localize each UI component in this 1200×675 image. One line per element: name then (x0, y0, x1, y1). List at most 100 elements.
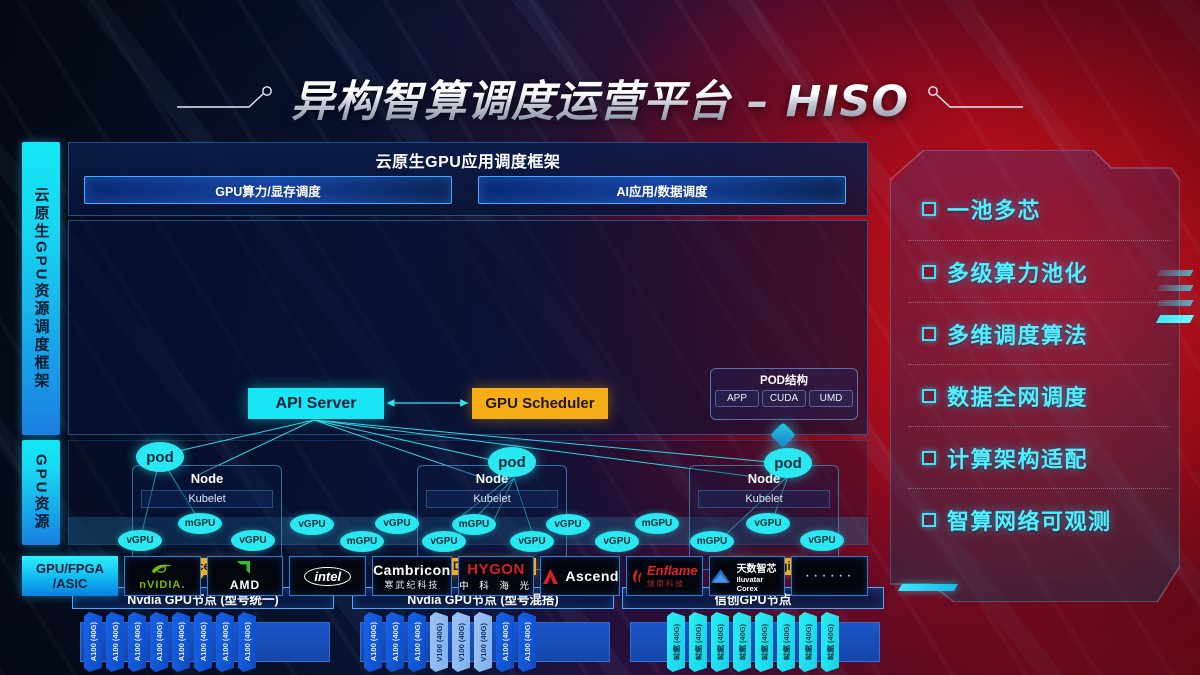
gpu-card[interactable]: A100 (40G) (172, 612, 190, 672)
gpu-card-label: 昇腾 (40G) (737, 623, 747, 661)
feature-item-6[interactable]: 智算网络可观测 (908, 488, 1170, 550)
gpu-card[interactable]: A100 (40G) (496, 612, 514, 672)
ascend-logo-icon (543, 568, 559, 584)
gpu-card[interactable]: A100 (40G) (364, 612, 382, 672)
gpu-card[interactable]: 昇腾 (40G) (711, 612, 729, 672)
feature-label: 数据全网调度 (947, 384, 1089, 410)
vendor-name: Ascend (565, 568, 619, 584)
gpu-unit-oval[interactable]: vGPU (422, 531, 466, 552)
vendor-iluvatar[interactable]: 天数智芯 Iluvatar Corex (708, 556, 786, 596)
gpu-card-label: A100 (40G) (368, 622, 378, 662)
gpu-unit-oval[interactable]: vGPU (746, 513, 790, 534)
gpu-unit-oval[interactable]: vGPU (231, 530, 275, 551)
gpu-card[interactable]: 昇腾 (40G) (821, 612, 839, 672)
feature-item-3[interactable]: 多维调度算法 (908, 302, 1170, 364)
pod-oval-2[interactable]: pod (488, 447, 536, 477)
gpu-unit-oval[interactable]: mGPU (690, 531, 734, 552)
gpu-card-label: A100 (40G) (88, 622, 98, 662)
checkbox-square-icon (922, 512, 936, 527)
feature-label: 计算架构适配 (947, 446, 1089, 472)
vendor-name-cn: 寒武纪科技 (384, 579, 440, 590)
feature-panel (890, 150, 1180, 602)
gpu-card-row-2: A100 (40G) A100 (40G) A100 (40G) V100 (40G)… (364, 612, 536, 672)
gpu-card[interactable]: A100 (40G) (216, 612, 234, 672)
framework-title: 云原生GPU应用调度框架 (375, 154, 561, 171)
gpu-unit-oval[interactable]: vGPU (800, 530, 844, 551)
gpu-unit-oval[interactable]: vGPU (595, 531, 639, 552)
gpu-card[interactable]: 昇腾 (40G) (755, 612, 773, 672)
checkbox-square-icon (922, 202, 936, 216)
vendor-ascend[interactable]: Ascend (540, 556, 620, 596)
feature-item-1[interactable]: 一池多芯 (908, 178, 1170, 240)
gpu-unit-oval[interactable]: vGPU (118, 530, 162, 551)
vendor-cambricon[interactable]: Cambricon 寒武纪科技 (372, 556, 452, 596)
bar-gpu-compute[interactable]: GPU算力/显存调度 (84, 176, 452, 204)
gpu-card[interactable]: 昇腾 (40G) (689, 612, 707, 672)
vendor-name: AMD (229, 578, 261, 592)
checkbox-square-icon (922, 326, 936, 341)
gpu-card-label: 昇腾 (40G) (671, 623, 681, 661)
gpu-card-label: A100 (40G) (242, 622, 252, 662)
vendor-logo-row: GPU/FPGA /ASIC nVIDIA. AMD intel Cambric… (22, 556, 869, 596)
title-row: 异构智算调度运营平台 – HISO (0, 66, 1200, 130)
vendor-nvidia[interactable]: nVIDIA. (124, 556, 201, 596)
pod-structure-title: POD结构 (760, 375, 808, 387)
amd-arrow-icon (237, 561, 251, 574)
gpu-card-label: A100 (40G) (412, 622, 422, 662)
gpu-unit-oval[interactable]: vGPU (375, 513, 419, 534)
gpu-card[interactable]: 昇腾 (40G) (667, 612, 685, 672)
feature-item-5[interactable]: 计算架构适配 (908, 426, 1170, 488)
gpu-card-label: 昇腾 (40G) (803, 623, 813, 661)
bar-ai-application[interactable]: AI应用/数据调度 (478, 176, 846, 204)
panel-corner-accent (897, 584, 959, 591)
gpu-unit-oval[interactable]: mGPU (178, 513, 222, 534)
gpu-unit-oval[interactable]: vGPU (546, 514, 590, 535)
kubelet-bar: Kubelet (141, 490, 273, 508)
gpu-unit-oval[interactable]: mGPU (452, 514, 496, 535)
gpu-card[interactable]: A100 (40G) (84, 612, 102, 672)
gpu-scheduler-box[interactable]: GPU Scheduler (472, 388, 608, 419)
gpu-card[interactable]: 昇腾 (40G) (733, 612, 751, 672)
vendor-hygon[interactable]: HYGON 中 科 海 光 (457, 556, 535, 596)
vendor-intel[interactable]: intel (289, 556, 367, 596)
gpu-card[interactable]: V100 (40G) (474, 612, 492, 672)
feature-item-4[interactable]: 数据全网调度 (908, 364, 1170, 426)
vertical-label-framework: 云原生GPU资源调度框架 (22, 142, 60, 435)
gpu-unit-oval[interactable]: mGPU (635, 513, 679, 534)
node-box-2: Node Kubelet (417, 465, 567, 570)
page-title: 异构智算调度运营平台 – HISO (291, 67, 909, 129)
gpu-unit-oval[interactable]: vGPU (510, 531, 554, 552)
pod-oval-1[interactable]: pod (136, 442, 184, 472)
gpu-card[interactable]: A100 (40G) (408, 612, 426, 672)
gpu-card[interactable]: A100 (40G) (518, 612, 536, 672)
vendor-amd[interactable]: AMD (206, 556, 284, 596)
checkbox-square-icon (922, 264, 936, 279)
gpu-card[interactable]: A100 (40G) (150, 612, 168, 672)
vendor-enflame[interactable]: Enflame 燧原科技 (625, 556, 703, 596)
gpu-card[interactable]: A100 (40G) (194, 612, 212, 672)
pod-oval-3[interactable]: pod (764, 448, 812, 478)
vendor-more[interactable]: ······ (791, 556, 869, 596)
feature-item-2[interactable]: 多级算力池化 (908, 240, 1170, 302)
iluvatar-mountain-icon (710, 568, 730, 583)
gpu-card[interactable]: A100 (40G) (106, 612, 124, 672)
gpu-card-label: 昇腾 (40G) (825, 623, 835, 661)
vendor-name: Iluvatar Corex (736, 574, 764, 593)
gpu-card[interactable]: A100 (40G) (128, 612, 146, 672)
gpu-card[interactable]: 昇腾 (40G) (799, 612, 817, 672)
gpu-card[interactable]: A100 (40G) (238, 612, 256, 672)
gpu-unit-oval[interactable]: mGPU (340, 531, 384, 552)
gpu-card[interactable]: V100 (40G) (452, 612, 470, 672)
gpu-card-label: A100 (40G) (500, 622, 510, 662)
panel-accent-stripes (1155, 270, 1195, 350)
gpu-card[interactable]: 昇腾 (40G) (777, 612, 795, 672)
gpu-card[interactable]: A100 (40G) (386, 612, 404, 672)
checkbox-square-icon (922, 388, 936, 403)
gpu-card[interactable]: V100 (40G) (430, 612, 448, 672)
nvidia-eye-icon (152, 564, 173, 573)
pod-structure-items: APP CUDA UMD (711, 388, 857, 407)
gpu-unit-oval[interactable]: vGPU (290, 514, 334, 535)
api-server-box[interactable]: API Server (248, 388, 384, 419)
scheduling-panel (68, 220, 868, 435)
vendor-name: nVIDIA. (139, 578, 186, 591)
